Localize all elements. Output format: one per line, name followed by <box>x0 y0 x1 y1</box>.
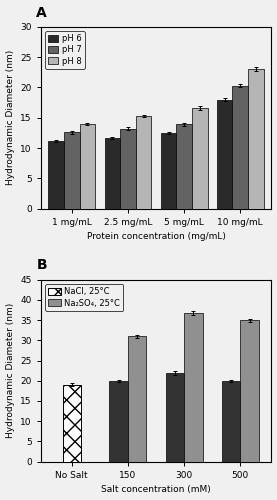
Bar <box>109 381 128 462</box>
Bar <box>63 385 81 462</box>
Bar <box>120 128 136 208</box>
Bar <box>136 116 151 208</box>
Text: A: A <box>36 6 47 20</box>
Bar <box>128 336 147 462</box>
Bar <box>79 124 95 208</box>
Bar <box>217 100 232 208</box>
X-axis label: Salt concentration (mM): Salt concentration (mM) <box>101 485 211 494</box>
Y-axis label: Hydrodynamic Diameter (nm): Hydrodynamic Diameter (nm) <box>6 303 15 438</box>
Bar <box>248 70 264 208</box>
Legend: pH 6, pH 7, pH 8: pH 6, pH 7, pH 8 <box>45 31 85 69</box>
Bar <box>104 138 120 208</box>
Bar <box>240 320 259 462</box>
Bar <box>161 133 176 208</box>
Text: B: B <box>36 258 47 272</box>
Bar <box>184 313 202 462</box>
Bar <box>166 372 184 462</box>
X-axis label: Protein concentration (mg/mL): Protein concentration (mg/mL) <box>87 232 225 241</box>
Legend: NaCl, 25°C, Na₂SO₄, 25°C: NaCl, 25°C, Na₂SO₄, 25°C <box>45 284 124 311</box>
Bar <box>232 86 248 208</box>
Bar <box>176 124 192 208</box>
Bar <box>64 132 79 208</box>
Bar <box>222 381 240 462</box>
Y-axis label: Hydrodynamic Diameter (nm): Hydrodynamic Diameter (nm) <box>6 50 15 186</box>
Bar <box>192 108 207 208</box>
Bar <box>48 141 64 208</box>
